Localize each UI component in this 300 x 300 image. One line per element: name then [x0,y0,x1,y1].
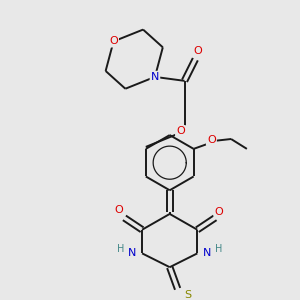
Text: N: N [151,72,159,82]
Text: O: O [114,205,123,215]
Text: S: S [184,290,191,300]
Text: H: H [117,244,124,254]
Text: H: H [215,244,223,254]
Text: N: N [128,248,136,258]
Text: N: N [203,248,212,258]
Text: O: O [214,207,224,217]
Text: O: O [193,46,202,56]
Text: O: O [109,36,118,46]
Text: O: O [207,135,216,145]
Text: O: O [176,126,185,136]
